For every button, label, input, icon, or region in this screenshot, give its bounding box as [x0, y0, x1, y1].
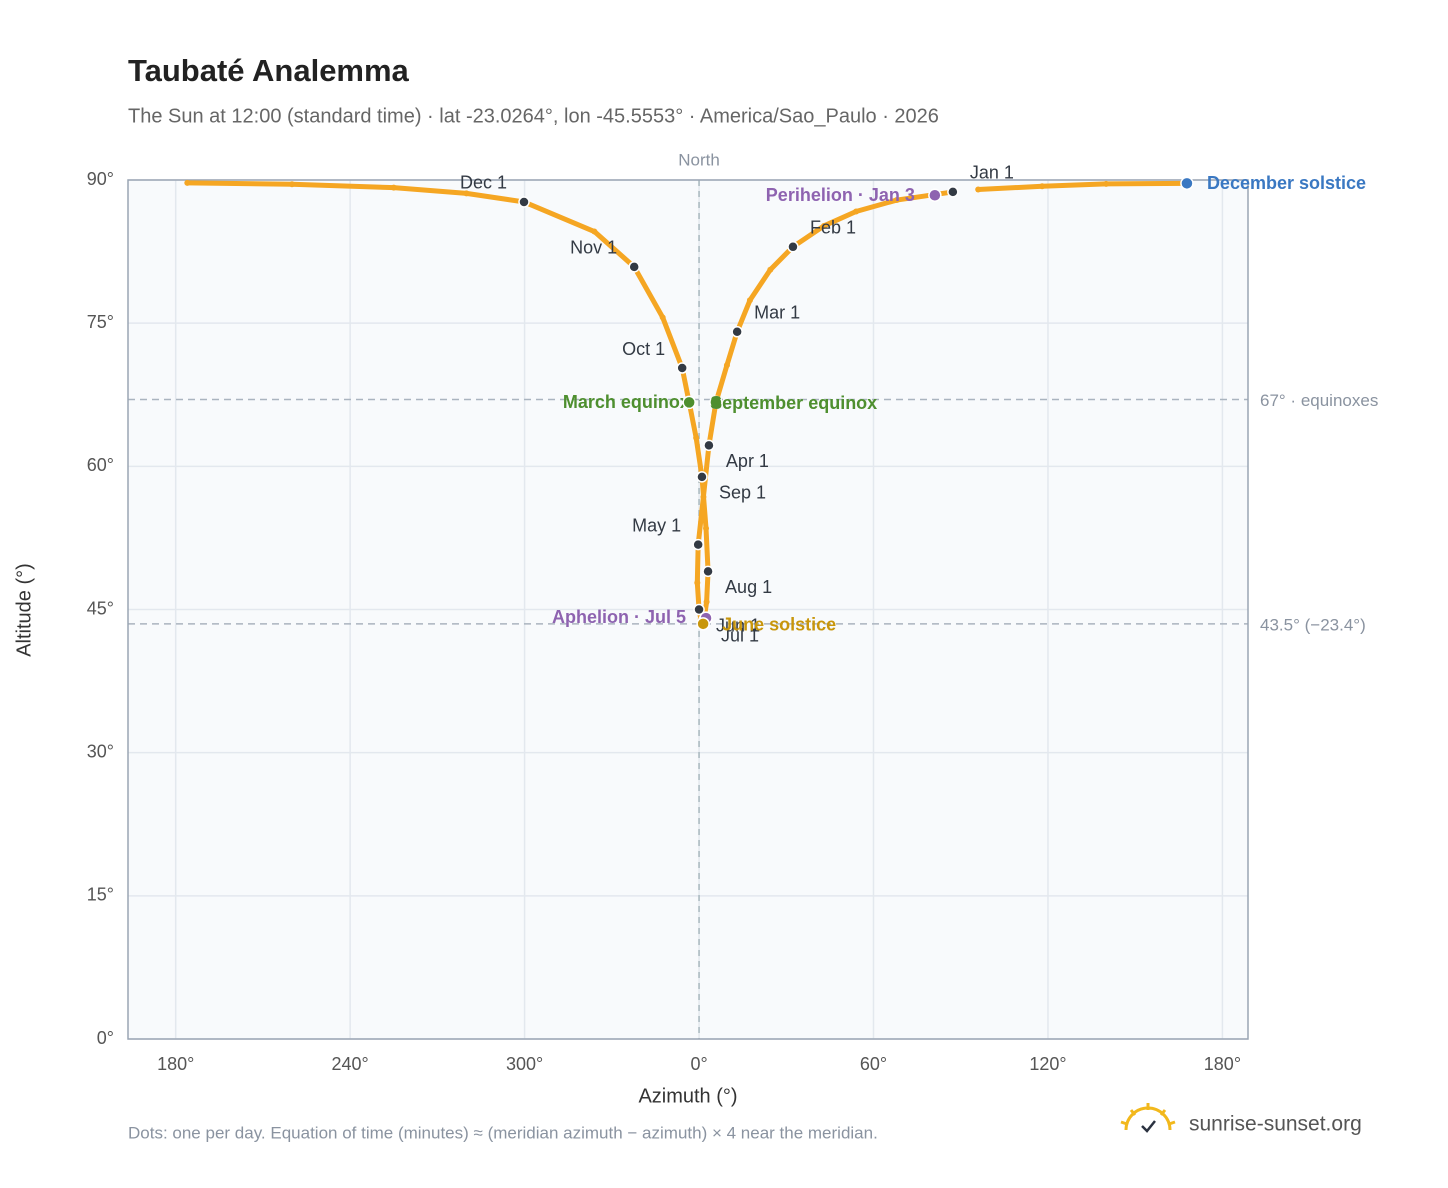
chart-title: Taubaté Analemma — [128, 53, 410, 88]
month-dot — [692, 538, 704, 551]
event-dot — [696, 617, 710, 631]
month-label: Dec 1 — [460, 173, 507, 193]
north-label: North — [678, 150, 720, 169]
month-label: Jun 1 — [716, 615, 760, 635]
month-dot — [947, 186, 959, 198]
y-tick-label: 45° — [87, 598, 114, 618]
footnote: Dots: one per day. Equation of time (min… — [128, 1123, 878, 1142]
month-label: Sep 1 — [719, 483, 766, 503]
day-dot — [390, 184, 397, 191]
x-tick-label: 60° — [860, 1054, 887, 1074]
day-dot — [703, 525, 710, 532]
x-tick-label: 0° — [690, 1054, 707, 1074]
month-label: Mar 1 — [754, 303, 800, 323]
event-dot — [709, 395, 723, 410]
event-label: September equinox — [710, 393, 877, 413]
day-dot — [694, 579, 701, 586]
month-label: Jul 1 — [721, 626, 759, 646]
event-dot — [1180, 176, 1194, 191]
month-dot — [518, 196, 530, 208]
day-dot — [723, 362, 730, 369]
day-dot — [693, 434, 700, 441]
month-label: Jan 1 — [970, 163, 1014, 183]
month-label: Feb 1 — [810, 218, 856, 238]
y-tick-label: 0° — [97, 1028, 114, 1048]
month-label: Oct 1 — [622, 339, 665, 359]
event-label: Perihelion · Jan 3 — [766, 185, 915, 205]
event-label: December solstice — [1207, 173, 1366, 193]
day-dot — [463, 190, 470, 197]
chart-subtitle: The Sun at 12:00 (standard time) · lat -… — [128, 105, 939, 127]
month-label: Aug 1 — [725, 577, 772, 597]
brand-name: sunrise-sunset.org — [1189, 1113, 1362, 1136]
y-tick-label: 75° — [87, 312, 114, 332]
day-dot — [184, 179, 191, 186]
x-tick-label: 180° — [157, 1054, 194, 1074]
day-dot — [853, 208, 860, 215]
event-label: March equinox — [563, 392, 690, 412]
day-dot — [1103, 180, 1110, 187]
reference-label: 43.5° (−23.4°) — [1260, 615, 1366, 634]
month-dot — [702, 565, 714, 578]
reference-label: 67° · equinoxes — [1260, 391, 1378, 410]
y-tick-label: 90° — [87, 169, 114, 189]
month-dot — [787, 241, 799, 253]
x-axis-label: Azimuth (°) — [638, 1085, 737, 1107]
month-label: Apr 1 — [726, 451, 769, 471]
day-dot — [1039, 183, 1046, 190]
day-dot — [893, 197, 900, 204]
event-label: June solstice — [722, 615, 836, 635]
x-tick-label: 300° — [506, 1054, 543, 1074]
y-tick-label: 60° — [87, 455, 114, 475]
month-dot — [731, 326, 743, 338]
x-tick-label: 120° — [1029, 1054, 1066, 1074]
y-tick-label: 15° — [87, 885, 114, 905]
month-label: May 1 — [632, 515, 681, 535]
month-dot — [628, 261, 640, 273]
day-dot — [821, 222, 828, 229]
day-dot — [767, 266, 774, 273]
day-dot — [746, 297, 753, 304]
month-dot — [696, 471, 708, 483]
day-dot — [975, 186, 982, 193]
brand-logo — [1120, 1103, 1176, 1133]
month-label: Nov 1 — [570, 238, 617, 258]
plot-border — [127, 179, 1249, 1040]
month-dot — [703, 439, 715, 452]
event-label: Aphelion · Jul 5 — [552, 607, 686, 627]
day-dot — [288, 181, 295, 188]
x-tick-label: 180° — [1204, 1054, 1241, 1074]
event-dot — [682, 395, 696, 410]
event-dot — [928, 188, 942, 203]
day-dot — [591, 228, 598, 235]
month-dot — [693, 603, 705, 616]
day-dot — [659, 314, 666, 321]
day-dot — [703, 598, 710, 605]
y-axis-label: Altitude (°) — [13, 563, 35, 657]
y-tick-label: 30° — [87, 741, 114, 761]
x-tick-label: 240° — [332, 1054, 369, 1074]
day-dot — [700, 493, 707, 500]
month-dot — [676, 362, 688, 374]
